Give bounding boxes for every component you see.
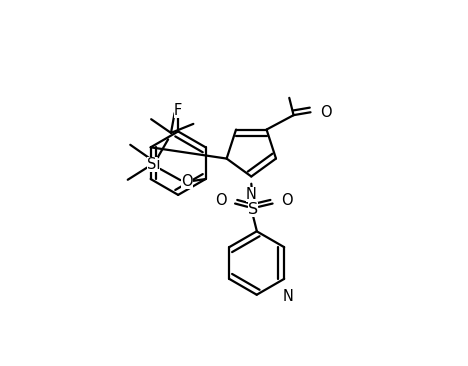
Text: O: O	[215, 193, 227, 208]
Text: N: N	[282, 289, 293, 304]
Text: O: O	[281, 193, 293, 208]
Text: F: F	[174, 103, 182, 118]
Text: O: O	[181, 175, 193, 190]
Text: N: N	[246, 187, 257, 202]
Text: Si: Si	[147, 157, 161, 172]
Text: S: S	[248, 202, 258, 217]
Text: O: O	[321, 105, 332, 120]
